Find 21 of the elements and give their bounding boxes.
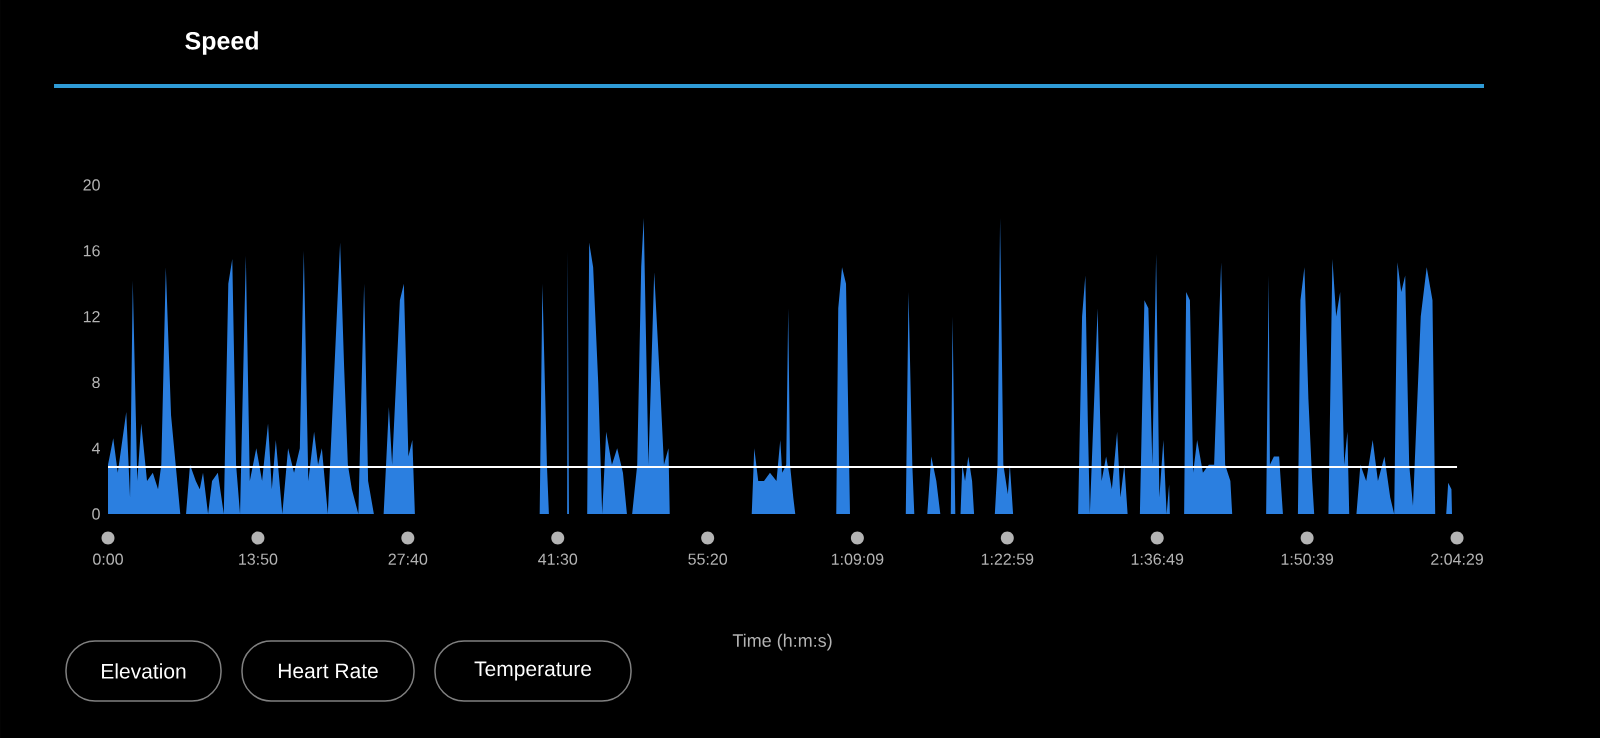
x-tick-label: 55:20 [688, 553, 728, 565]
x-tick-label: 1:22:59 [981, 553, 1034, 565]
x-tick-label: 41:30 [538, 553, 578, 565]
x-tick-label: 0:00 [93, 553, 123, 565]
y-tick-label: 16 [83, 245, 100, 257]
text: Elevation [102, 663, 186, 679]
y-tick-label: 4 [91, 442, 101, 454]
y-tick-label: 0 [92, 508, 100, 520]
x-tick-label: 1:50:39 [1281, 553, 1334, 565]
text: Temperature [474, 661, 592, 681]
y-tick-label: 12 [83, 311, 100, 323]
x-axis-title: Time (h:m:s) [732, 633, 832, 651]
x-tick-label: 13:50 [239, 553, 278, 565]
y-tick-label: 20 [83, 179, 100, 191]
chart-title: Speed [185, 31, 258, 55]
y-tick-label: 8 [92, 376, 100, 389]
x-tick-label: 27:40 [388, 553, 428, 565]
x-tick-label: 1:36:49 [1131, 553, 1184, 565]
x-tick-label: 1:09:09 [831, 553, 884, 565]
text: Heart Rate [278, 663, 378, 679]
x-tick-label: 2:04:29 [1431, 553, 1483, 565]
